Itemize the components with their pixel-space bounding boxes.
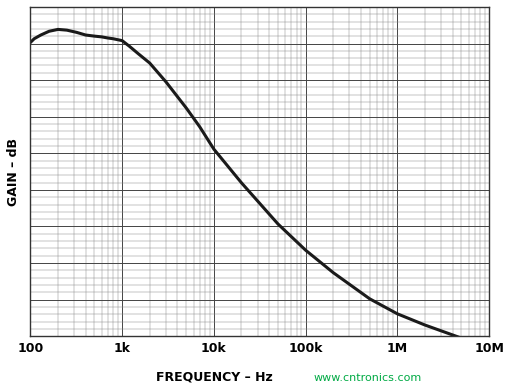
Text: FREQUENCY – Hz: FREQUENCY – Hz [156,370,273,383]
Y-axis label: GAIN – dB: GAIN – dB [7,138,20,206]
Text: www.cntronics.com: www.cntronics.com [314,373,422,383]
